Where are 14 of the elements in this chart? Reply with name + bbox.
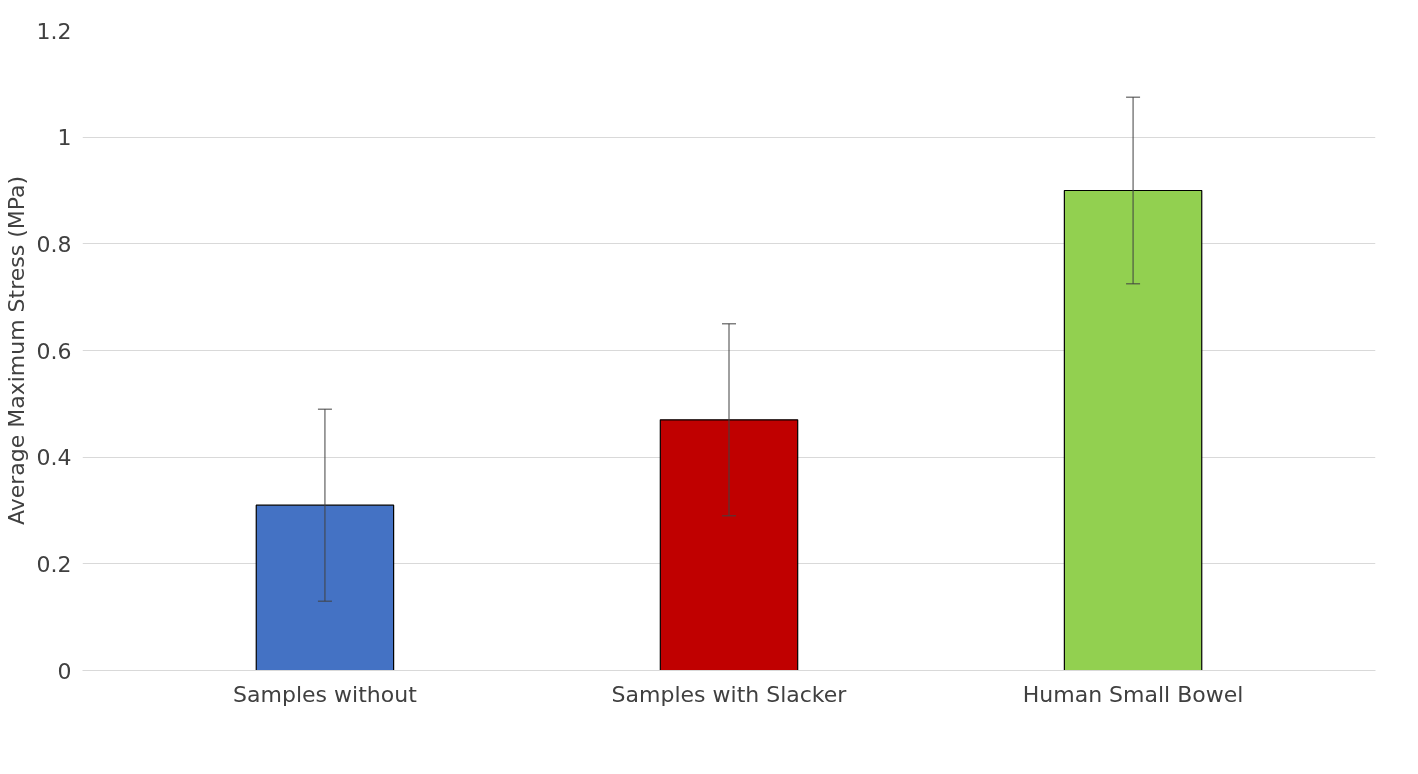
y-tick-label: 0 <box>57 658 72 684</box>
bar <box>1063 189 1203 671</box>
y-axis-title: Average Maximum Stress (MPa) <box>3 175 29 526</box>
bar <box>255 504 395 671</box>
y-tick-label: 0.4 <box>36 445 72 471</box>
y-tick-label: 0.8 <box>36 231 72 257</box>
x-tick-label: Samples without <box>233 681 418 707</box>
bar <box>659 419 799 671</box>
y-tick-label: 1.2 <box>36 18 72 44</box>
x-tick-label: Human Small Bowel <box>1022 681 1244 707</box>
y-tick-label: 0.6 <box>36 338 72 364</box>
y-tick-label: 1 <box>57 125 72 151</box>
y-tick-label: 0.2 <box>36 551 72 577</box>
x-tick-label: Samples with Slacker <box>611 681 848 707</box>
